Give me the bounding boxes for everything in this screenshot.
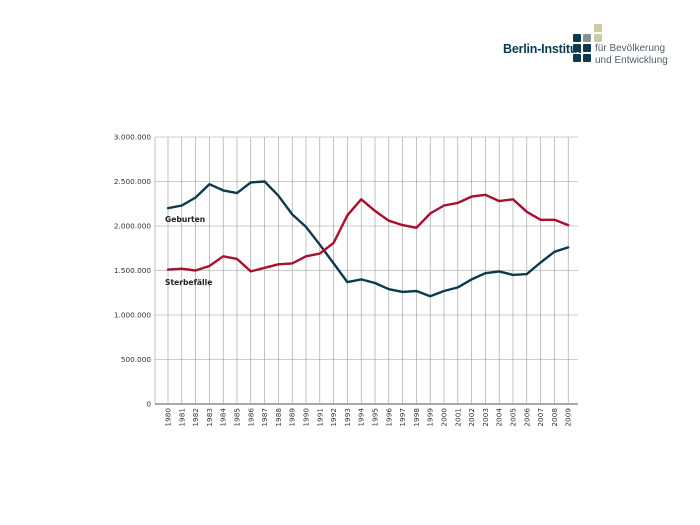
logo-square-icon xyxy=(573,54,581,62)
series-label-geburten: Geburten xyxy=(165,215,205,224)
y-axis-tick-labels: 0 500.000 1.000.000 1.500.000 2.000.000 2.500… xyxy=(114,133,151,409)
x-tick-label: 1980 xyxy=(164,408,173,427)
series-line-sterbefaelle xyxy=(166,193,570,273)
x-tick-label: 1982 xyxy=(191,408,200,427)
x-tick-label: 1986 xyxy=(246,408,255,427)
x-tick-label: 2004 xyxy=(495,408,504,427)
x-tick-label: 1981 xyxy=(177,408,186,427)
y-tick-label: 2.500.000 xyxy=(114,177,151,186)
x-tick-label: 2000 xyxy=(440,408,449,427)
x-tick-label: 2006 xyxy=(522,408,531,427)
logo-tagline-1: für Bevölkerung xyxy=(595,43,666,54)
series-line-geburten xyxy=(166,180,570,298)
logo-name: Berlin-Institut xyxy=(503,42,582,56)
logo-square-icon xyxy=(583,44,591,52)
x-tick-label: 2003 xyxy=(481,408,490,427)
x-tick-label: 1995 xyxy=(371,408,380,427)
x-tick-label: 1993 xyxy=(343,408,352,427)
x-tick-label: 1990 xyxy=(302,408,311,427)
x-tick-label: 2009 xyxy=(564,408,573,427)
series-lines xyxy=(166,180,570,298)
logo-square-icon xyxy=(573,44,581,52)
y-tick-label: 2.000.000 xyxy=(114,222,151,231)
logo-square-icon xyxy=(573,34,581,42)
y-tick-label: 0 xyxy=(146,400,151,409)
x-tick-label: 1987 xyxy=(260,408,269,427)
x-tick-label: 2001 xyxy=(453,408,462,427)
x-tick-label: 2008 xyxy=(550,408,559,427)
logo-square-icon xyxy=(583,54,591,62)
y-tick-label: 1.000.000 xyxy=(114,311,151,320)
x-tick-label: 1989 xyxy=(288,408,297,427)
logo-tagline-2: und Entwicklung xyxy=(595,55,668,66)
horizontal-gridlines xyxy=(155,136,578,405)
x-tick-label: 2007 xyxy=(536,408,545,427)
y-tick-label: 3.000.000 xyxy=(114,133,151,142)
x-tick-label: 1992 xyxy=(329,408,338,427)
series-label-sterbefaelle: Sterbefälle xyxy=(165,278,212,287)
x-tick-label: 1998 xyxy=(412,408,421,427)
x-tick-label: 1983 xyxy=(205,408,214,427)
y-tick-label: 500.000 xyxy=(121,355,152,364)
x-tick-label: 2002 xyxy=(467,408,476,427)
x-axis-tick-labels: 1980 1981 1982 1983 1984 1985 1986 1987 1988 1989… xyxy=(164,408,573,427)
x-tick-label: 1997 xyxy=(398,408,407,427)
y-tick-label: 1.500.000 xyxy=(114,266,151,275)
x-tick-label: 1984 xyxy=(219,408,228,427)
x-tick-label: 1991 xyxy=(315,408,324,427)
logo-square-icon xyxy=(594,24,602,32)
x-tick-label: 1999 xyxy=(426,408,435,427)
x-tick-label: 1985 xyxy=(233,408,242,427)
x-tick-label: 1988 xyxy=(274,408,283,427)
x-tick-label: 2005 xyxy=(509,408,518,427)
berlin-institut-logo: Berlin-Institut für Bevölkerung und Entw… xyxy=(503,22,688,72)
x-tick-label: 1996 xyxy=(384,408,393,427)
x-tick-label: 1994 xyxy=(357,408,366,427)
logo-square-icon xyxy=(594,34,602,42)
logo-square-icon xyxy=(583,34,591,42)
